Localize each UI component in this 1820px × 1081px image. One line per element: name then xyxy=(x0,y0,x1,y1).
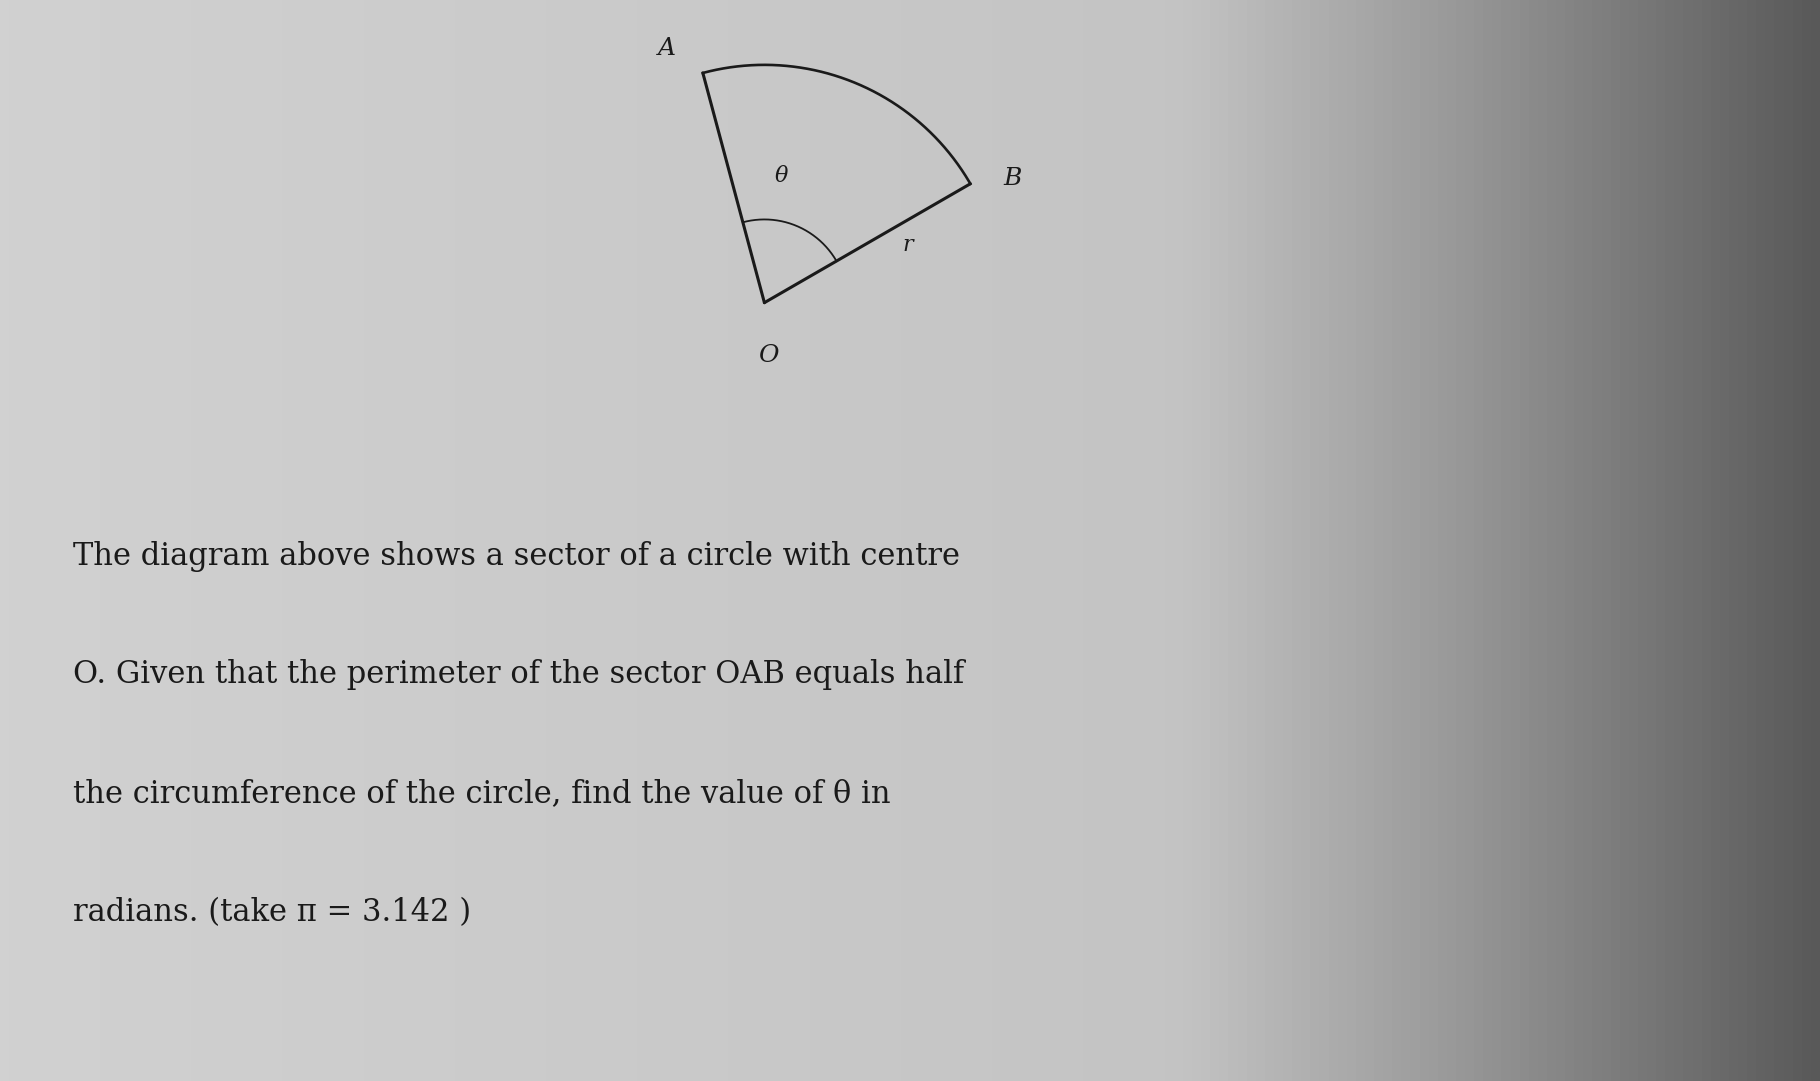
Text: The diagram above shows a sector of a circle with centre: The diagram above shows a sector of a ci… xyxy=(73,540,959,572)
Text: r: r xyxy=(903,233,912,255)
Text: radians. (take π = 3.142 ): radians. (take π = 3.142 ) xyxy=(73,897,471,929)
Text: A: A xyxy=(657,37,675,59)
Text: B: B xyxy=(1003,166,1021,190)
Text: θ: θ xyxy=(775,165,788,187)
Text: O: O xyxy=(757,344,779,366)
Text: the circumference of the circle, find the value of θ in: the circumference of the circle, find th… xyxy=(73,778,890,810)
Text: O. Given that the perimeter of the sector OAB equals half: O. Given that the perimeter of the secto… xyxy=(73,659,965,691)
